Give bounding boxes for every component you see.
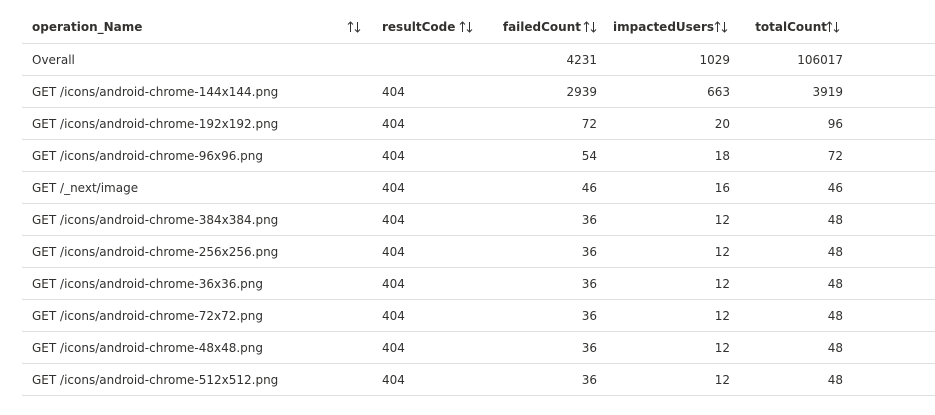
column-header[interactable]: failedCount — [502, 20, 581, 34]
cell-value: 12 — [714, 373, 730, 387]
cell-value: 20 — [714, 117, 730, 131]
row-rule — [22, 395, 935, 396]
sort-arrows — [347, 21, 361, 33]
cell-value: 36 — [581, 309, 597, 323]
row-rule — [22, 331, 935, 332]
cell-value: 46 — [827, 181, 843, 195]
row-rule — [22, 171, 935, 172]
row-rule — [22, 363, 935, 364]
cell-value: 404 — [382, 117, 405, 131]
operation-name: GET /icons/android-chrome-96x96.png — [32, 149, 264, 163]
operation-name: GET /icons/android-chrome-384x384.png — [32, 213, 279, 227]
cell-value: 72 — [827, 149, 843, 163]
cell-value: 46 — [581, 181, 597, 195]
operation-name: GET /_next/image — [32, 181, 139, 195]
cell-value: 18 — [714, 149, 730, 163]
cell-value: 404 — [382, 181, 405, 195]
header-rule — [22, 43, 935, 44]
operation-name: GET /icons/android-chrome-48x48.png — [32, 341, 264, 355]
sort-icon[interactable] — [459, 21, 473, 33]
sort-icon[interactable] — [826, 21, 840, 33]
row-rule — [22, 75, 935, 76]
cell-value: 36 — [581, 341, 597, 355]
cell-value: 36 — [581, 213, 597, 227]
sort-arrows — [826, 21, 840, 33]
cell-value: 48 — [827, 309, 843, 323]
cell-value: 72 — [581, 117, 597, 131]
operation-name: GET /icons/android-chrome-72x72.png — [32, 309, 264, 323]
cell-value: 36 — [581, 277, 597, 291]
cell-value: 48 — [827, 213, 843, 227]
cell-value: 12 — [714, 213, 730, 227]
operation-name: GET /icons/android-chrome-256x256.png — [32, 245, 279, 259]
cell-value: 4231 — [566, 53, 597, 67]
operation-name: GET /icons/android-chrome-192x192.png — [32, 117, 279, 131]
cell-value: 404 — [382, 149, 405, 163]
cell-value: 36 — [581, 373, 597, 387]
sort-arrows — [459, 21, 473, 33]
cell-value: 54 — [581, 149, 597, 163]
operation-name: GET /icons/android-chrome-36x36.png — [32, 277, 264, 291]
row-rule — [22, 203, 935, 204]
row-rule — [22, 107, 935, 108]
row-rule — [22, 299, 935, 300]
cell-value: 36 — [581, 245, 597, 259]
row-rule — [22, 267, 935, 268]
cell-value: 404 — [382, 245, 405, 259]
cell-value: 48 — [827, 341, 843, 355]
cell-value: 96 — [827, 117, 843, 131]
column-header[interactable]: operation_Name — [32, 20, 143, 34]
cell-value: 404 — [382, 309, 405, 323]
cell-value: 1029 — [699, 53, 730, 67]
row-rule — [22, 139, 935, 140]
operation-name: Overall — [32, 53, 75, 67]
column-header[interactable]: resultCode — [382, 20, 456, 34]
cell-value: 404 — [382, 213, 405, 227]
cell-value: 404 — [382, 85, 405, 99]
cell-value: 663 — [707, 85, 730, 99]
cell-value: 16 — [714, 181, 730, 195]
cell-value: 404 — [382, 373, 405, 387]
sort-icon[interactable] — [714, 21, 728, 33]
sort-icon[interactable] — [583, 21, 597, 33]
operation-name: GET /icons/android-chrome-512x512.png — [32, 373, 279, 387]
sort-arrows — [583, 21, 597, 33]
cell-value: 404 — [382, 277, 405, 291]
cell-value: 48 — [827, 373, 843, 387]
row-rule — [22, 235, 935, 236]
sort-icon[interactable] — [347, 21, 361, 33]
operation-name: GET /icons/android-chrome-144x144.png — [32, 85, 279, 99]
cell-value: 12 — [714, 309, 730, 323]
column-header[interactable]: totalCount — [755, 20, 827, 34]
cell-value: 106017 — [797, 53, 843, 67]
cell-value: 3919 — [812, 85, 843, 99]
column-header[interactable]: impactedUsers — [613, 20, 714, 34]
cell-value: 48 — [827, 277, 843, 291]
cell-value: 404 — [382, 341, 405, 355]
cell-value: 12 — [714, 245, 730, 259]
sort-arrows — [714, 21, 728, 33]
cell-value: 12 — [714, 277, 730, 291]
cell-value: 2939 — [566, 85, 597, 99]
cell-value: 48 — [827, 245, 843, 259]
cell-value: 12 — [714, 341, 730, 355]
